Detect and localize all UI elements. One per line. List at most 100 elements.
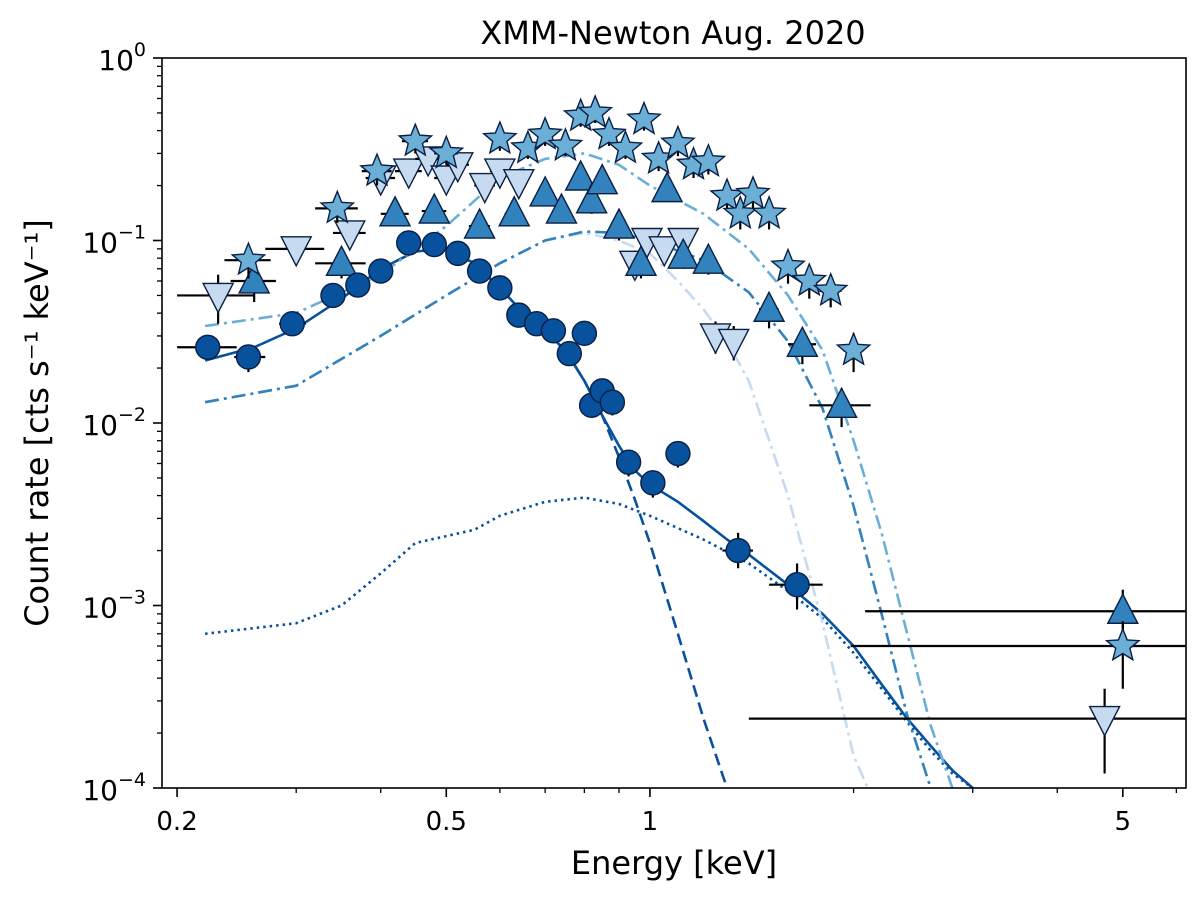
data-point-triangle-down bbox=[265, 236, 325, 268]
circle-marker bbox=[421, 231, 447, 258]
y-tick-exponent: −3 bbox=[118, 587, 146, 609]
circle-marker bbox=[487, 275, 513, 301]
triangle-up-marker bbox=[650, 171, 684, 203]
star-marker bbox=[690, 142, 727, 178]
data-point-triangle-down bbox=[332, 220, 366, 252]
data-point-star bbox=[660, 124, 696, 159]
data-point-circle bbox=[540, 318, 567, 344]
data-point-triangle-up bbox=[809, 386, 871, 428]
star-marker bbox=[626, 100, 662, 135]
y-tick-exponent: −4 bbox=[118, 769, 146, 791]
data-point-circle bbox=[466, 258, 493, 284]
circle-marker bbox=[571, 320, 598, 347]
triangle-down-marker bbox=[392, 158, 425, 190]
data-point-star bbox=[481, 120, 518, 155]
data-point-star bbox=[835, 331, 872, 373]
data-point-star bbox=[812, 271, 849, 308]
y-tick-exponent: −1 bbox=[118, 222, 146, 244]
triangle-up-marker bbox=[602, 207, 636, 239]
plot-area bbox=[177, 94, 1186, 788]
series-triangle-down bbox=[177, 146, 1186, 774]
x-axis-label: Energy [keV] bbox=[571, 844, 777, 882]
data-point-triangle-down bbox=[648, 236, 681, 268]
triangle-up-marker bbox=[238, 262, 271, 294]
star-marker bbox=[735, 175, 771, 210]
y-tick-label: 10−1 bbox=[82, 222, 146, 260]
triangle-up-marker bbox=[528, 175, 562, 207]
circle-marker bbox=[615, 449, 642, 475]
data-point-circle bbox=[396, 230, 422, 256]
data-point-triangle-up bbox=[786, 325, 819, 365]
triangle-up-marker bbox=[825, 386, 858, 419]
data-point-star bbox=[527, 115, 564, 150]
triangle-down-marker bbox=[280, 236, 313, 268]
y-tick-exponent: 0 bbox=[134, 39, 146, 61]
data-point-triangle-up bbox=[528, 175, 562, 207]
circle-marker bbox=[235, 344, 262, 370]
data-point-triangle-up bbox=[602, 207, 636, 241]
data-point-circle bbox=[421, 231, 447, 258]
y-tick-base: 10 bbox=[98, 44, 134, 77]
star-marker bbox=[319, 189, 356, 224]
data-point-triangle-up bbox=[752, 290, 786, 329]
triangle-up-marker bbox=[418, 192, 451, 224]
data-point-circle bbox=[571, 320, 598, 347]
triangle-up-marker bbox=[463, 207, 496, 239]
circle-marker bbox=[445, 240, 471, 267]
data-point-circle bbox=[615, 449, 642, 477]
data-point-circle bbox=[487, 275, 513, 301]
star-marker bbox=[1104, 627, 1141, 662]
triangle-up-marker bbox=[786, 325, 819, 357]
data-point-star bbox=[224, 241, 271, 279]
triangle-up-marker bbox=[325, 244, 358, 277]
data-point-triangle-up bbox=[865, 589, 1186, 640]
star-marker bbox=[428, 134, 465, 169]
triangle-up-marker bbox=[692, 242, 725, 274]
circle-marker bbox=[784, 572, 810, 598]
data-point-circle bbox=[769, 563, 823, 610]
data-point-star bbox=[359, 152, 395, 187]
circle-marker bbox=[599, 389, 626, 415]
data-point-star bbox=[722, 194, 759, 230]
triangle-up-marker bbox=[667, 237, 700, 269]
data-point-triangle-up bbox=[545, 192, 578, 224]
y-tick-label: 10−3 bbox=[82, 587, 146, 625]
x-tick-label: 0.5 bbox=[426, 807, 467, 837]
data-point-triangle-up bbox=[564, 159, 597, 191]
model-curve-solid-1 bbox=[204, 247, 974, 788]
y-tick-label: 10−2 bbox=[82, 404, 146, 442]
model-curve-dashdot-4 bbox=[204, 231, 870, 788]
circle-marker bbox=[725, 537, 751, 564]
data-point-circle bbox=[368, 258, 394, 284]
circle-marker bbox=[345, 272, 371, 298]
triangle-down-marker bbox=[648, 236, 681, 268]
star-marker bbox=[660, 124, 696, 159]
data-point-star bbox=[428, 134, 465, 169]
data-point-star bbox=[690, 142, 727, 178]
triangle-down-marker bbox=[468, 172, 501, 205]
data-point-triangle-down bbox=[748, 688, 1186, 774]
triangle-up-marker bbox=[378, 195, 412, 227]
star-marker bbox=[397, 122, 434, 157]
triangle-down-marker bbox=[333, 220, 366, 252]
series-circle bbox=[177, 230, 823, 610]
data-point-star bbox=[735, 175, 771, 210]
star-marker bbox=[591, 115, 627, 150]
data-point-triangle-down bbox=[177, 274, 255, 324]
star-marker bbox=[359, 152, 395, 187]
data-point-star bbox=[547, 127, 584, 162]
data-point-star bbox=[850, 621, 1186, 689]
circle-marker bbox=[320, 282, 346, 309]
x-tick-label: 0.2 bbox=[156, 807, 197, 837]
series-star bbox=[224, 94, 1186, 689]
y-tick-base: 10 bbox=[82, 409, 118, 442]
triangle-down-marker bbox=[502, 168, 535, 201]
data-point-star bbox=[640, 140, 677, 175]
data-point-star bbox=[751, 194, 787, 230]
triangle-up-marker bbox=[498, 195, 531, 227]
triangle-up-marker bbox=[586, 163, 619, 195]
data-point-triangle-down bbox=[392, 158, 425, 190]
